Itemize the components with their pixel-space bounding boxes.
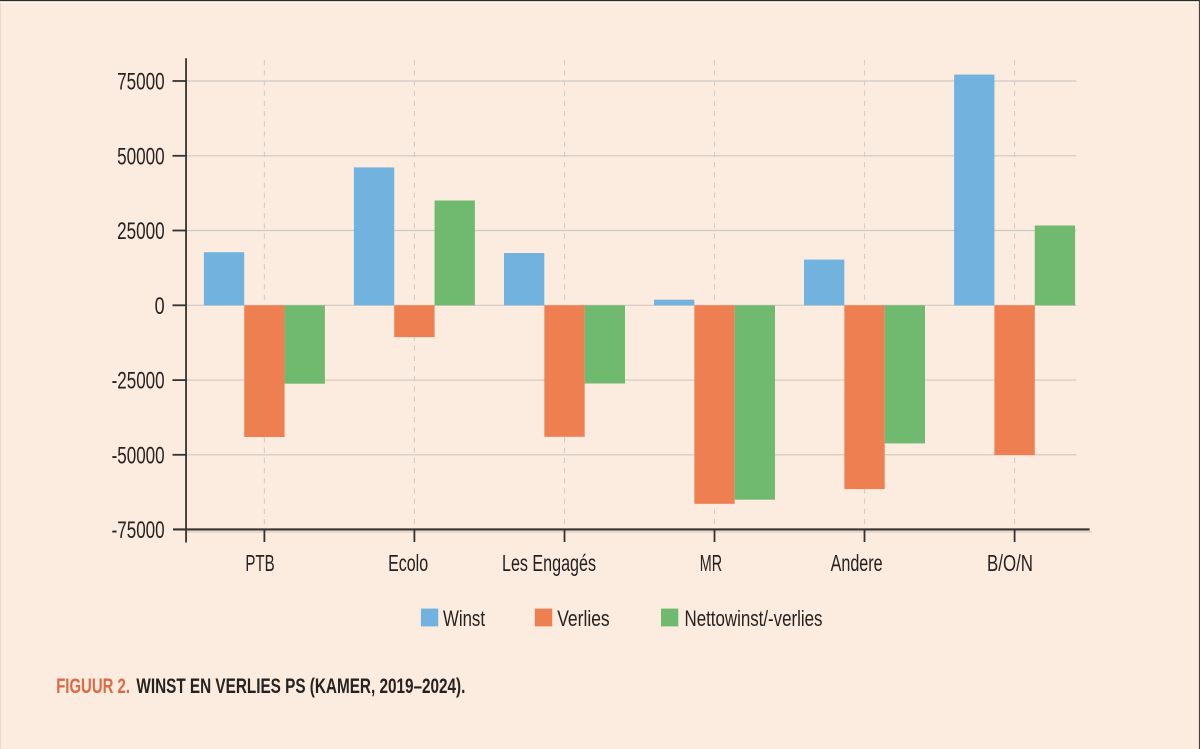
svg-text:B/O/N: B/O/N <box>987 550 1033 576</box>
svg-text:Ecolo: Ecolo <box>388 550 428 576</box>
svg-text:FIGUUR 2.: FIGUUR 2. <box>56 674 130 698</box>
svg-text:WINST EN VERLIES PS (KAMER, 20: WINST EN VERLIES PS (KAMER, 2019–2024). <box>136 674 465 698</box>
svg-text:-75000: -75000 <box>112 518 165 544</box>
svg-text:25000: 25000 <box>117 219 165 245</box>
svg-text:MR: MR <box>700 550 722 576</box>
svg-text:75000: 75000 <box>117 70 165 96</box>
svg-text:Verlies: Verlies <box>557 606 610 631</box>
svg-text:-25000: -25000 <box>112 369 165 395</box>
svg-text:0: 0 <box>155 294 165 320</box>
svg-text:50000: 50000 <box>117 144 165 170</box>
svg-text:Andere: Andere <box>831 550 883 576</box>
svg-text:-50000: -50000 <box>112 443 165 469</box>
svg-text:Les Engagés: Les Engagés <box>502 550 596 576</box>
svg-text:Winst: Winst <box>443 606 485 631</box>
svg-text:PTB: PTB <box>245 550 274 576</box>
svg-text:Nettowinst/-verlies: Nettowinst/-verlies <box>685 606 823 631</box>
